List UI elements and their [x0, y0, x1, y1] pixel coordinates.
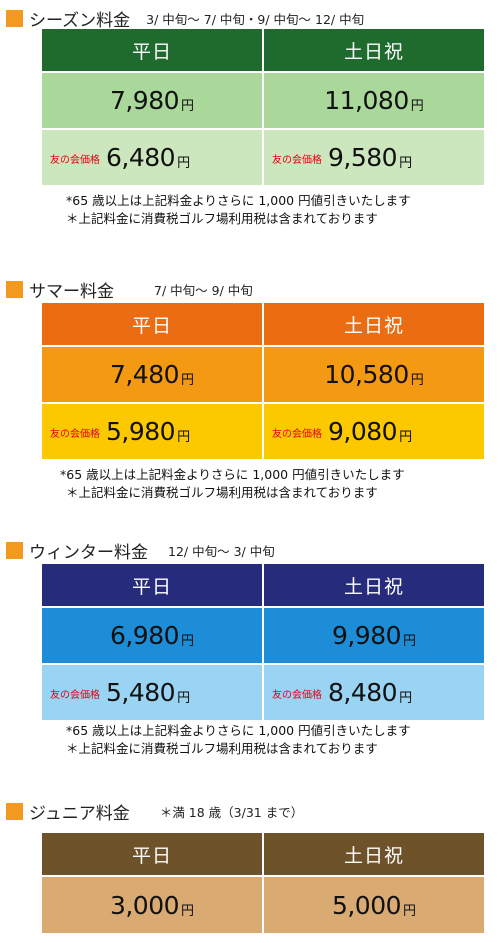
season-title: シーズン料金	[29, 10, 131, 31]
holiday-header: 土日祝	[264, 564, 484, 606]
regular-weekday-price: 7,480 円	[42, 347, 262, 402]
weekday-header: 平日	[42, 564, 262, 606]
winter-price-table: 平日 土日祝 6,980 円 9,980 円 友の会価格 5,480 円 友の会価格 8,…	[42, 564, 484, 720]
junior-heading: ジュニア料金 ＊満 18 歳（3/31 まで）	[6, 800, 304, 824]
regular-holiday-price: 5,000 円	[264, 877, 484, 933]
weekday-header: 平日	[42, 303, 262, 345]
season-heading: シーズン料金 3/ 中旬～ 7/ 中旬・9/ 中旬～ 12/ 中旬	[6, 7, 365, 31]
orange-square-icon	[6, 9, 23, 27]
member-weekday-price: 友の会価格 6,480 円	[42, 130, 262, 185]
season-price-table: 平日 土日祝 7,980 円 11,080 円 友の会価格 6,480 円 友の会価格 9…	[42, 29, 484, 185]
holiday-header: 土日祝	[264, 29, 484, 71]
tax-note: ＊上記料金に消費税ゴルフ場利用税は含まれております	[66, 741, 378, 756]
summer-period: 7/ 中旬～ 9/ 中旬	[154, 282, 253, 298]
regular-holiday-price: 10,580 円	[264, 347, 484, 402]
winter-heading: ウィンター料金 12/ 中旬～ 3/ 中旬	[6, 539, 275, 563]
member-weekday-price: 友の会価格 5,980 円	[42, 404, 262, 459]
member-holiday-price: 友の会価格 8,480 円	[264, 665, 484, 720]
orange-square-icon	[6, 541, 23, 559]
summer-title: サマー料金	[29, 281, 114, 302]
regular-weekday-price: 7,980 円	[42, 73, 262, 128]
orange-square-icon	[6, 280, 23, 298]
season-section: シーズン料金 3/ 中旬～ 7/ 中旬・9/ 中旬～ 12/ 中旬 平日 土日祝…	[0, 0, 502, 240]
season-period: 3/ 中旬～ 7/ 中旬・9/ 中旬～ 12/ 中旬	[146, 11, 365, 27]
winter-period: 12/ 中旬～ 3/ 中旬	[168, 543, 275, 559]
senior-discount-note: *65 歳以上は上記料金よりさらに 1,000 円値引きいたします	[60, 467, 405, 482]
regular-weekday-price: 6,980 円	[42, 608, 262, 663]
junior-title: ジュニア料金	[29, 803, 130, 824]
weekday-header: 平日	[42, 833, 262, 875]
summer-heading: サマー料金 7/ 中旬～ 9/ 中旬	[6, 278, 253, 302]
senior-discount-note: *65 歳以上は上記料金よりさらに 1,000 円値引きいたします	[66, 723, 411, 738]
regular-weekday-price: 3,000 円	[42, 877, 262, 933]
winter-section: ウィンター料金 12/ 中旬～ 3/ 中旬 平日 土日祝 6,980 円 9,98…	[0, 537, 502, 767]
holiday-header: 土日祝	[264, 303, 484, 345]
summer-section: サマー料金 7/ 中旬～ 9/ 中旬 平日 土日祝 7,480 円 10,580 円…	[0, 276, 502, 506]
junior-period: ＊満 18 歳（3/31 まで）	[159, 804, 304, 820]
member-weekday-price: 友の会価格 5,480 円	[42, 665, 262, 720]
junior-price-table: 平日 土日祝 3,000 円 5,000 円	[42, 833, 484, 936]
tax-note: ＊上記料金に消費税ゴルフ場利用税は含まれております	[66, 211, 378, 226]
holiday-header: 土日祝	[264, 833, 484, 875]
junior-section: ジュニア料金 ＊満 18 歳（3/31 まで） 平日 土日祝 3,000 円 5,…	[0, 798, 502, 938]
member-holiday-price: 友の会価格 9,080 円	[264, 404, 484, 459]
summer-price-table: 平日 土日祝 7,480 円 10,580 円 友の会価格 5,980 円 友の会価格 9…	[42, 303, 484, 459]
regular-holiday-price: 11,080 円	[264, 73, 484, 128]
winter-title: ウィンター料金	[29, 542, 148, 563]
orange-square-icon	[6, 802, 23, 820]
weekday-header: 平日	[42, 29, 262, 71]
regular-holiday-price: 9,980 円	[264, 608, 484, 663]
tax-note: ＊上記料金に消費税ゴルフ場利用税は含まれております	[66, 485, 378, 500]
senior-discount-note: *65 歳以上は上記料金よりさらに 1,000 円値引きいたします	[66, 193, 411, 208]
member-holiday-price: 友の会価格 9,580 円	[264, 130, 484, 185]
